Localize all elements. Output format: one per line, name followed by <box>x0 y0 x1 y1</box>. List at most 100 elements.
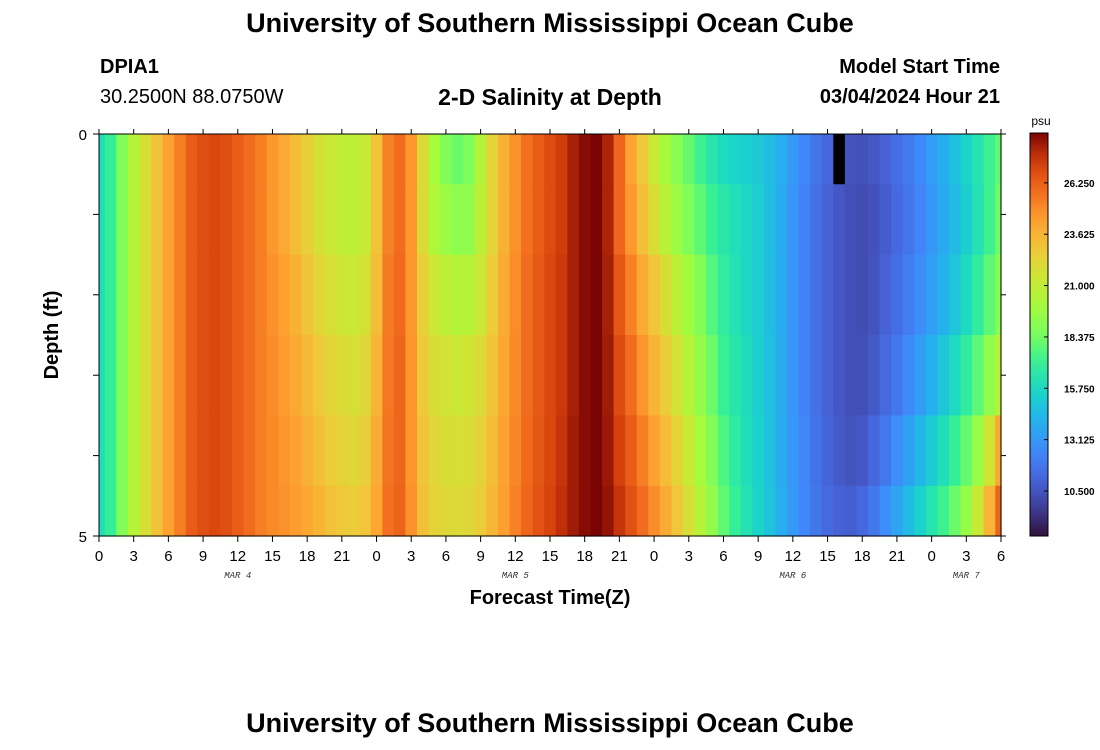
heatmap-cell <box>509 335 522 416</box>
heatmap-cell <box>844 335 858 416</box>
x-tick-label: 9 <box>199 548 207 565</box>
heatmap-cell <box>139 485 152 537</box>
heatmap-cell <box>960 184 973 256</box>
heatmap-cell <box>162 415 175 487</box>
heatmap-cell <box>960 254 973 336</box>
y-axis-title: Depth (ft) <box>41 291 63 380</box>
heatmap-cell <box>474 254 487 336</box>
heatmap-cell <box>948 134 962 185</box>
heatmap-cell <box>521 335 534 416</box>
plot-title: 2-D Salinity at Depth <box>438 84 662 110</box>
heatmap-cell <box>336 335 349 416</box>
heatmap-cell <box>671 335 684 416</box>
heatmap-cell <box>347 134 360 185</box>
heatmap-cell <box>694 335 707 416</box>
heatmap-cell <box>382 335 395 416</box>
x-tick-label: 3 <box>130 548 138 565</box>
heatmap-cell <box>440 415 453 487</box>
heatmap-cell <box>266 485 279 537</box>
heatmap-cell <box>417 134 430 185</box>
heatmap-cell <box>532 184 545 256</box>
heatmap-cell <box>405 254 418 336</box>
heatmap-cell <box>648 254 661 336</box>
heatmap-cell <box>787 485 800 537</box>
heatmap-cell <box>405 415 418 487</box>
heatmap-cell <box>925 254 938 336</box>
heatmap-cell <box>220 184 233 256</box>
heatmap-cell <box>798 485 811 537</box>
x-tick-label: 21 <box>611 548 628 565</box>
heatmap-cell <box>139 335 152 416</box>
heatmap-cell <box>983 254 996 336</box>
heatmap-cell <box>613 415 626 487</box>
heatmap-cell <box>856 134 869 185</box>
heatmap-cell <box>393 335 407 416</box>
heatmap-cell <box>197 184 210 256</box>
heatmap-cell <box>139 415 152 487</box>
heatmap-cell <box>127 335 141 416</box>
heatmap-cell <box>972 254 985 336</box>
heatmap-cell <box>278 254 291 336</box>
heatmap-cell <box>948 254 962 336</box>
heatmap-cell <box>104 485 117 537</box>
heatmap-cell <box>868 184 881 256</box>
heatmap-cell <box>787 254 800 336</box>
heatmap-cell <box>995 184 1002 256</box>
heatmap-cell <box>197 254 210 336</box>
heatmap-cell <box>521 415 534 487</box>
heatmap-cell <box>312 485 326 537</box>
heatmap-cell <box>440 134 453 185</box>
x-tick-label: 0 <box>927 548 935 565</box>
heatmap-cell <box>324 254 337 336</box>
heatmap-cell <box>925 184 938 256</box>
heatmap-cell <box>428 335 441 416</box>
heatmap-cell <box>151 254 164 336</box>
heatmap-cell <box>775 335 788 416</box>
heatmap-cell <box>787 415 800 487</box>
heatmap-cell <box>544 335 557 416</box>
heatmap-cell <box>682 254 696 336</box>
heatmap-cell <box>648 335 661 416</box>
heatmap-cell <box>497 184 511 256</box>
heatmap-cell <box>289 335 302 416</box>
x-axis-title: Forecast Time(Z) <box>470 587 631 609</box>
heatmap-cell <box>833 254 846 336</box>
heatmap-cell <box>393 254 407 336</box>
heatmap-cell <box>602 335 615 416</box>
heatmap-cell <box>567 335 580 416</box>
heatmap-cell <box>960 134 973 185</box>
heatmap-cell <box>740 134 753 185</box>
heatmap-cell <box>948 335 962 416</box>
heatmap-cell <box>185 254 198 336</box>
heatmap-cell <box>278 184 291 256</box>
heatmap-cell <box>694 254 707 336</box>
heatmap-cell <box>486 415 499 487</box>
heatmap-cell <box>463 184 476 256</box>
heatmap-cell <box>555 485 568 537</box>
heatmap-cell <box>301 485 314 537</box>
heatmap-cell <box>162 485 175 537</box>
heatmap-cell <box>636 335 649 416</box>
heatmap-cell <box>578 134 592 185</box>
heatmap-cell <box>231 415 245 487</box>
heatmap-cell <box>451 184 464 256</box>
heatmap-cell <box>694 184 707 256</box>
heatmap-cell <box>451 254 464 336</box>
heatmap-cell <box>231 254 245 336</box>
heatmap-cell <box>729 184 742 256</box>
heatmap-cell <box>787 134 800 185</box>
heatmap-cell <box>914 184 927 256</box>
heatmap-cell <box>451 415 464 487</box>
heatmap-cell <box>636 184 649 256</box>
station-coordinates: 30.2500N 88.0750W <box>100 86 284 108</box>
heatmap-cell <box>440 184 453 256</box>
heatmap-cell <box>324 415 337 487</box>
colorbar-ticks: 26.250 23.625 21.000 18.375 15.750 13.125 10.5… <box>1044 179 1095 498</box>
x-tick-label: 18 <box>576 548 593 565</box>
heatmap-cell <box>382 184 395 256</box>
heatmap-cell <box>983 485 996 537</box>
heatmap-cell <box>116 335 129 416</box>
x-tick-label: 6 <box>442 548 450 565</box>
heatmap-cell <box>347 254 360 336</box>
heatmap-cell <box>509 415 522 487</box>
